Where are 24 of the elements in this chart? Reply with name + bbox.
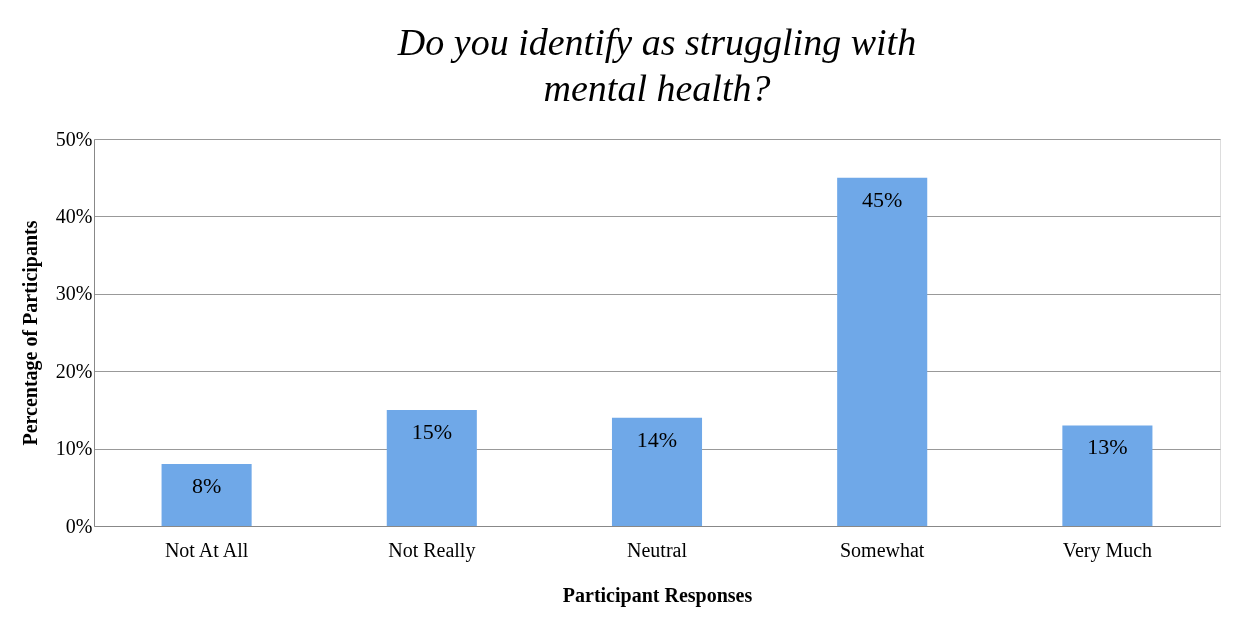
y-tick-label: 50%	[55, 127, 93, 150]
y-tick-label: 30%	[55, 282, 93, 305]
x-tick-label: Neutral	[627, 538, 688, 561]
chart-title: Do you identify as struggling with mental health?	[396, 21, 917, 109]
data-label: 13%	[1087, 434, 1128, 460]
x-tick-label: Not Really	[388, 538, 476, 562]
bar	[1062, 425, 1153, 526]
y-tick-label: 20%	[55, 359, 93, 382]
bar	[837, 177, 928, 526]
x-tick-label: Not At All	[164, 538, 249, 561]
data-label: 45%	[862, 186, 903, 212]
x-axis-title: Participant Responses	[562, 583, 753, 607]
bar	[386, 409, 477, 526]
bar	[161, 464, 252, 526]
y-axis-title: Percentage of Participants	[18, 220, 42, 446]
data-label: 14%	[636, 426, 678, 452]
data-label: 15%	[411, 418, 452, 444]
bar	[611, 417, 703, 526]
y-tick-label: 40%	[55, 204, 93, 227]
x-tick-label: Somewhat	[839, 538, 925, 561]
data-label: 8%	[191, 473, 222, 499]
y-tick-label: 10%	[55, 437, 93, 460]
y-tick-label: 0%	[65, 514, 93, 537]
x-tick-label: Very Much	[1062, 538, 1153, 562]
